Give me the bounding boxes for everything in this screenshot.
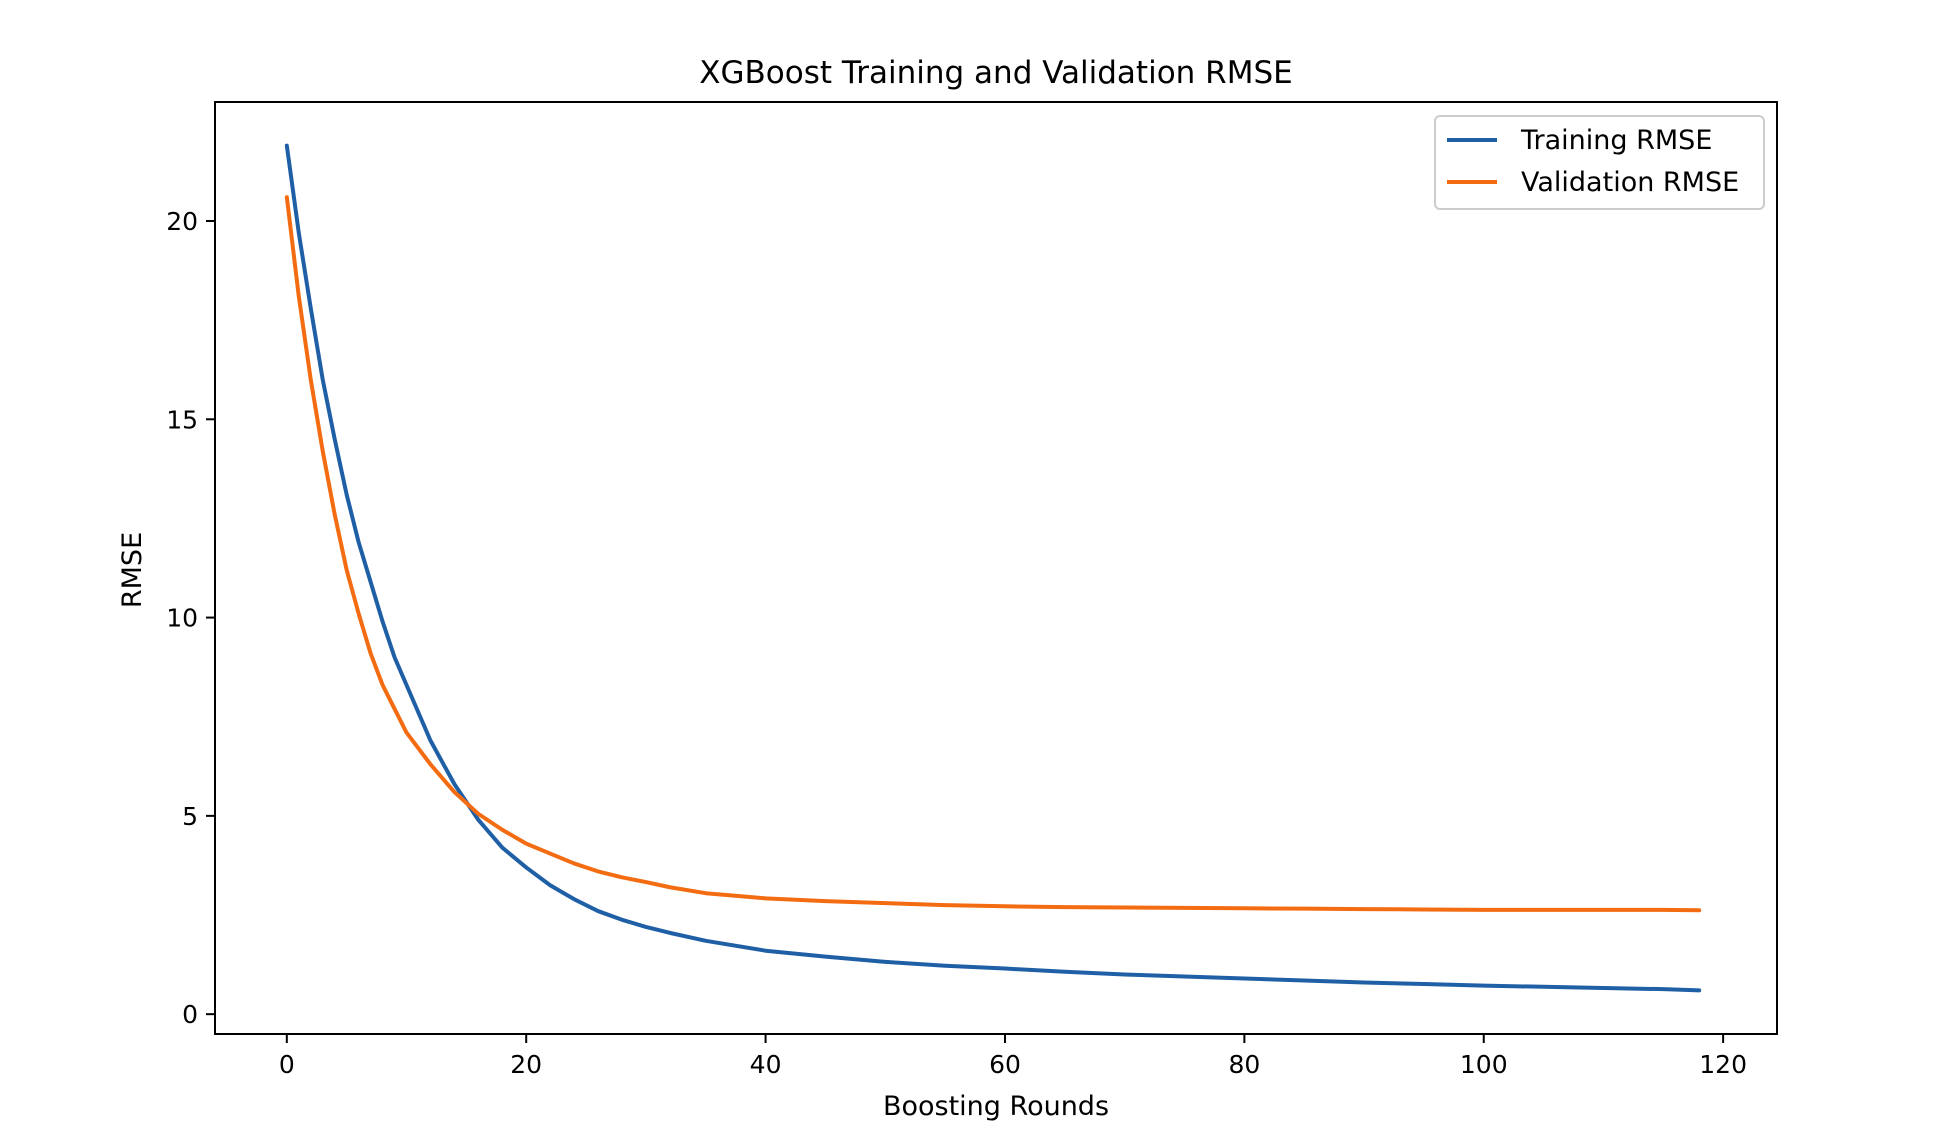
x-tick-label: 80 — [1228, 1050, 1260, 1079]
axes-frame — [214, 101, 1778, 1035]
y-tick-label: 10 — [166, 604, 198, 633]
x-tick-label: 60 — [989, 1050, 1021, 1079]
x-tick-label: 0 — [279, 1050, 295, 1079]
x-tick-label: 20 — [510, 1050, 542, 1079]
legend-label-validation-rmse: Validation RMSE — [1521, 167, 1739, 198]
series-line-validation-rmse — [284, 195, 1702, 913]
y-axis-label: RMSE — [117, 532, 148, 608]
series-line-training-rmse — [284, 143, 1702, 993]
legend-label-training-rmse: Training RMSE — [1520, 125, 1712, 156]
x-tick-label: 120 — [1699, 1050, 1747, 1079]
y-tick-label: 0 — [182, 1000, 198, 1029]
y-tick-label: 20 — [166, 207, 198, 236]
chart-title: XGBoost Training and Validation RMSE — [699, 55, 1292, 91]
legend: Training RMSE Validation RMSE — [1434, 115, 1765, 210]
x-tick-label: 100 — [1460, 1050, 1508, 1079]
x-axis-label: Boosting Rounds — [883, 1091, 1109, 1122]
x-tick-label: 40 — [750, 1050, 782, 1079]
y-tick-label: 15 — [166, 405, 198, 434]
legend-box — [1434, 115, 1765, 210]
y-tick-label: 5 — [182, 802, 198, 831]
plot-area: 0 20 40 60 80 100 120 0 5 10 15 20 — [166, 101, 1778, 1079]
